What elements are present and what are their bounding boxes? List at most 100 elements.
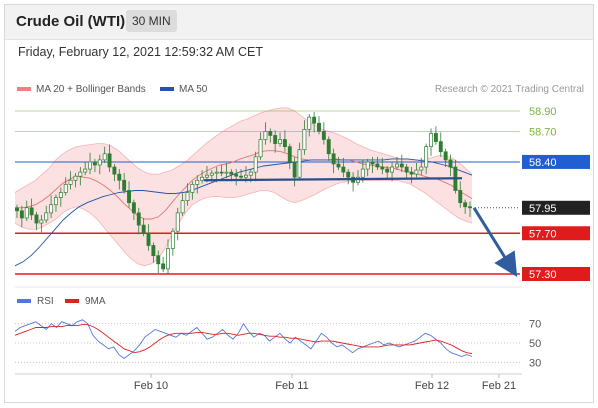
level-label-57.70: 57.70 <box>529 228 557 240</box>
candle-body <box>170 230 175 249</box>
candle-body <box>83 168 88 173</box>
candle-body <box>39 219 44 224</box>
candle-body <box>336 163 341 168</box>
candle-body <box>321 131 326 140</box>
candle-body <box>58 192 63 198</box>
candle-body <box>380 166 385 170</box>
candle-body <box>54 197 58 206</box>
candle-body <box>248 171 253 176</box>
instrument-title: Crude Oil (WTI) <box>16 13 126 30</box>
candle-body <box>239 175 244 178</box>
candle-body <box>468 206 472 209</box>
rsi-grid: 70 50 30 <box>15 319 541 369</box>
candle-body <box>278 139 282 144</box>
candle-body <box>448 159 453 168</box>
level-labels: 58.90 58.70 58.40 57.95 57.70 57.30 <box>522 106 590 281</box>
legend-swatch-rsi <box>17 299 31 303</box>
candle-body <box>73 175 78 181</box>
candle-body <box>243 174 248 178</box>
candle-body <box>63 184 68 193</box>
candle-body <box>307 116 312 130</box>
candle-body <box>287 146 292 163</box>
candle-body <box>146 232 151 246</box>
bollinger-lower <box>14 179 473 267</box>
candle-body <box>429 133 433 148</box>
candle-body <box>15 207 19 212</box>
candle-body <box>424 146 429 168</box>
rsi-line <box>14 319 473 360</box>
candle-body <box>209 172 214 176</box>
legend-main: MA 20 + Bollinger Bands MA 50 <box>17 84 208 95</box>
level-box-57.70 <box>522 226 590 241</box>
candle-body <box>297 149 302 178</box>
candle-body <box>282 139 287 148</box>
candle-body <box>273 135 278 144</box>
candle-body <box>224 171 229 174</box>
candle-body <box>375 163 380 168</box>
candle-body <box>214 171 219 174</box>
level-box-58.40 <box>522 154 590 169</box>
candle-body <box>292 161 297 178</box>
candle-body <box>234 173 239 177</box>
candle-body <box>463 202 468 208</box>
bollinger-fill <box>15 107 472 266</box>
candle-body <box>19 210 24 219</box>
bollinger-upper <box>14 107 473 193</box>
timeframe-badge[interactable]: 30 MIN <box>126 10 177 32</box>
candle-body <box>219 171 224 174</box>
level-label-58.40: 58.40 <box>529 157 557 169</box>
candle-body <box>414 169 419 175</box>
rsi-tick-50: 50 <box>529 338 541 350</box>
candle-body <box>92 161 97 166</box>
candle-body <box>229 171 234 175</box>
candle-body <box>102 153 107 161</box>
annotations <box>203 177 518 278</box>
candle-body <box>341 166 346 173</box>
candle-body <box>404 166 409 173</box>
legend-swatch-ma9 <box>65 299 79 303</box>
rsi-tick-70: 70 <box>529 319 541 331</box>
rsi-lines <box>14 319 473 360</box>
candle-body <box>331 153 336 165</box>
candle-body <box>205 174 209 178</box>
legend-label-rsi: RSI <box>37 296 54 307</box>
bollinger-band <box>14 107 473 267</box>
chart-header: Crude Oil (WTI) 30 MIN <box>5 5 593 40</box>
candle-body <box>141 224 146 234</box>
candle-body <box>190 184 195 193</box>
candle-body <box>195 179 200 185</box>
candle-body <box>419 166 424 171</box>
candle-body <box>180 200 185 214</box>
candle-body <box>390 166 395 173</box>
x-tick-label: Feb 12 <box>415 380 449 392</box>
candle-body <box>253 156 258 173</box>
rsi-ma9-line <box>14 324 473 355</box>
candle-body <box>156 255 161 265</box>
candle-body <box>117 173 122 181</box>
forecast-arrow <box>472 206 518 278</box>
ma50-line <box>14 158 473 267</box>
candle-body <box>136 212 141 226</box>
candle-body <box>151 245 156 257</box>
candle-body <box>44 212 49 221</box>
support-trendline <box>203 177 463 182</box>
candle-body <box>97 159 102 166</box>
candle-body <box>131 202 136 214</box>
candle-body <box>438 141 443 153</box>
candle-body <box>385 168 390 173</box>
candle-body <box>200 176 205 181</box>
candle-body <box>122 179 127 191</box>
x-tick-label: Feb 11 <box>275 380 308 392</box>
x-tick-label: Feb 21 <box>482 380 516 392</box>
copyright-text: Research © 2021 Trading Central <box>435 84 584 95</box>
legend-label-ma9: 9MA <box>85 296 106 307</box>
level-label-57.30: 57.30 <box>529 269 557 281</box>
candle-body <box>263 131 268 140</box>
candle-body <box>370 161 375 165</box>
level-label-58.90: 58.90 <box>529 106 557 118</box>
candle-body <box>185 192 190 201</box>
timestamp: Friday, February 12, 2021 12:59:32 AM CE… <box>18 45 264 59</box>
candle-body <box>443 151 448 161</box>
legend-label-bollinger: MA 20 + Bollinger Bands <box>36 84 146 95</box>
